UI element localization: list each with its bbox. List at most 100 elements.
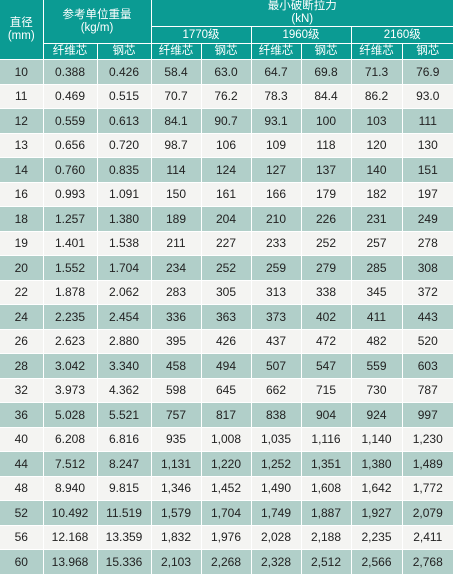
grade-1770-fiber-core-cell: 70.7 (151, 84, 201, 109)
grade-1960-fiber-core-cell: 1,490 (251, 476, 301, 501)
grade-2160-steel-core-cell: 443 (402, 305, 453, 330)
weight-fiber-core-cell: 3.973 (43, 378, 97, 403)
grade-2160-steel-core-cell: 130 (402, 133, 453, 158)
grade-2160-steel-core-cell: 603 (402, 354, 453, 379)
weight-fiber-core-cell: 7.512 (43, 452, 97, 477)
grade-2160-fiber-core-cell: 231 (351, 207, 402, 232)
grade-1960-fiber-core-cell: 838 (251, 403, 301, 428)
grade-2160-fiber-core-cell: 71.3 (351, 60, 402, 85)
weight-fiber-core-cell: 1.401 (43, 231, 97, 256)
weight-unit: (kg/m) (44, 22, 151, 35)
weight-fiber-core-cell: 0.993 (43, 182, 97, 207)
diameter-cell: 44 (0, 452, 43, 477)
weight-fiber-core-cell: 2.235 (43, 305, 97, 330)
weight-fiber-core-cell: 10.492 (43, 501, 97, 526)
grade-1770-fiber-core-cell: 211 (151, 231, 201, 256)
grade-1770-fiber-core-cell: 395 (151, 329, 201, 354)
grade-1960-steel-core-cell: 84.4 (301, 84, 351, 109)
weight-steel-core-cell: 4.362 (97, 378, 151, 403)
grade-1960-fiber-core-cell: 127 (251, 158, 301, 183)
grade-1960-steel-core-cell: 279 (301, 256, 351, 281)
grade-1770-fiber-core-cell: 757 (151, 403, 201, 428)
grade-1960-steel-core-cell: 1,351 (301, 452, 351, 477)
weight-fiber-core-cell: 1.257 (43, 207, 97, 232)
weight-fiber-core-cell: 6.208 (43, 427, 97, 452)
weight-steel-core-cell: 9.815 (97, 476, 151, 501)
grade-2160-steel-core-cell: 308 (402, 256, 453, 281)
grade-1770-fiber-core-cell: 114 (151, 158, 201, 183)
grade-1960-fiber-core-cell: 210 (251, 207, 301, 232)
weight-fiber-core-cell: 1.878 (43, 280, 97, 305)
diameter-label: 直径 (0, 17, 43, 30)
grade-2160-fiber-core-cell: 120 (351, 133, 402, 158)
grade-2160-steel-core-cell: 2,079 (402, 501, 453, 526)
grade-1960-fiber-core-cell: 93.1 (251, 109, 301, 134)
grade-1960-fiber-core-cell: 2,328 (251, 550, 301, 575)
force-header: 最小破断拉力 (kN) (151, 0, 453, 27)
grade-1960-fiber-core-cell: 259 (251, 256, 301, 281)
grade-1770-fiber-core-cell: 1,346 (151, 476, 201, 501)
grade-1770-steel-core-cell: 252 (201, 256, 251, 281)
grade-1770-fiber-core-cell: 58.4 (151, 60, 201, 85)
diameter-header: 直径 (mm) (0, 0, 43, 60)
weight-steel-core-header: 钢芯 (97, 44, 151, 60)
weight-fiber-core-cell: 2.623 (43, 329, 97, 354)
grade-1960-steel-core-cell: 547 (301, 354, 351, 379)
weight-fiber-core-cell: 0.388 (43, 60, 97, 85)
grade-2160-fiber-core-cell: 730 (351, 378, 402, 403)
grade-1960-steel-core-cell: 904 (301, 403, 351, 428)
weight-steel-core-cell: 0.720 (97, 133, 151, 158)
weight-steel-core-cell: 5.521 (97, 403, 151, 428)
diameter-cell: 13 (0, 133, 43, 158)
weight-steel-core-cell: 1.091 (97, 182, 151, 207)
grade-1770-fiber-core-cell: 1,579 (151, 501, 201, 526)
grade-2160-steel-core-cell: 520 (402, 329, 453, 354)
grade-2160-fiber-core-cell: 411 (351, 305, 402, 330)
grade-1770-steel-core-header: 钢芯 (201, 44, 251, 60)
weight-header: 参考单位重量 (kg/m) (43, 0, 151, 44)
grade-1960-steel-core-cell: 1,887 (301, 501, 351, 526)
grade-1770-fiber-core-cell: 598 (151, 378, 201, 403)
diameter-cell: 60 (0, 550, 43, 575)
grade-2160-steel-core-cell: 997 (402, 403, 453, 428)
grade-1960-steel-core-cell: 472 (301, 329, 351, 354)
diameter-cell: 52 (0, 501, 43, 526)
diameter-cell: 26 (0, 329, 43, 354)
diameter-cell: 16 (0, 182, 43, 207)
grade-2160-fiber-core-cell: 2,235 (351, 525, 402, 550)
diameter-cell: 14 (0, 158, 43, 183)
grade-2160-fiber-core-cell: 103 (351, 109, 402, 134)
grade-1770-header: 1770级 (151, 27, 251, 44)
grade-1770-fiber-core-cell: 150 (151, 182, 201, 207)
weight-steel-core-cell: 6.816 (97, 427, 151, 452)
grade-1770-fiber-core-cell: 1,832 (151, 525, 201, 550)
weight-steel-core-cell: 2.880 (97, 329, 151, 354)
weight-fiber-core-cell: 8.940 (43, 476, 97, 501)
grade-2160-fiber-core-cell: 86.2 (351, 84, 402, 109)
grade-1960-fiber-core-cell: 507 (251, 354, 301, 379)
weight-steel-core-cell: 0.426 (97, 60, 151, 85)
grade-2160-fiber-core-cell: 2,566 (351, 550, 402, 575)
weight-fiber-core-header: 纤维芯 (43, 44, 97, 60)
grade-1770-steel-core-cell: 363 (201, 305, 251, 330)
grade-1770-steel-core-cell: 204 (201, 207, 251, 232)
weight-fiber-core-cell: 0.656 (43, 133, 97, 158)
grade-1770-steel-core-cell: 494 (201, 354, 251, 379)
diameter-cell: 19 (0, 231, 43, 256)
grade-1960-steel-core-cell: 118 (301, 133, 351, 158)
grade-2160-steel-core-cell: 2,768 (402, 550, 453, 575)
grade-2160-fiber-core-cell: 559 (351, 354, 402, 379)
grade-1770-fiber-core-cell: 189 (151, 207, 201, 232)
force-label: 最小破断拉力 (152, 0, 453, 13)
